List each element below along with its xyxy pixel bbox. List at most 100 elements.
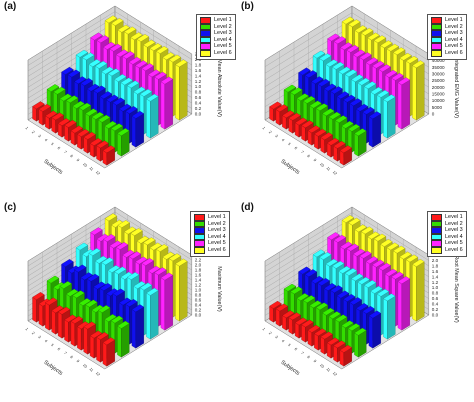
bar-a-level1-s12 [102, 145, 116, 166]
bar-c-level2-s12 [117, 320, 130, 358]
chart-a-svg: 0.00.20.40.60.81.01.21.41.61.82.02.2Mean… [24, 5, 222, 176]
legend-label: Level 4 [445, 233, 463, 240]
legend-item-level-2: Level 2 [194, 221, 226, 228]
subject-tick-label: 11 [325, 166, 331, 172]
legend-item-level-3: Level 3 [431, 30, 463, 37]
z-tick-label: 0.4 [195, 303, 202, 308]
legend-item-level-6: Level 6 [431, 50, 463, 57]
legend-a: Level 1 Level 2 Level 3 Level 4 Level 5 Level… [196, 14, 236, 60]
legend-swatch [194, 233, 205, 241]
legend-swatch [431, 233, 442, 241]
bar-b-level4-s12 [383, 94, 396, 139]
z-tick-label: 0.4 [195, 101, 202, 106]
subject-tick-label: 3 [37, 335, 41, 339]
legend-label: Level 6 [445, 246, 463, 253]
bar-c-level4-s12 [146, 287, 159, 340]
legend-item-level-4: Level 4 [431, 234, 463, 241]
legend-item-level-1: Level 1 [431, 214, 463, 221]
subject-tick-label: 1 [24, 126, 28, 130]
subject-tick-label: 5 [287, 142, 291, 146]
subject-tick-label: 4 [281, 339, 285, 343]
subject-tick-label: 7 [300, 150, 304, 154]
legend-label: Level 1 [208, 214, 226, 220]
z-tick-label: 0 [432, 112, 435, 117]
bar-d-level1-s12 [339, 344, 353, 367]
legend-item-level-1: Level 1 [200, 17, 232, 24]
subject-tick-label: 3 [274, 335, 278, 339]
subject-tick-label: 1 [261, 126, 265, 130]
subject-tick-label: 7 [63, 351, 67, 355]
legend-swatch [194, 220, 205, 228]
z-tick-label: 1.2 [432, 280, 439, 285]
bar-d-level2-s12 [354, 327, 367, 358]
z-tick-label: 1.2 [195, 79, 202, 84]
legend-item-level-3: Level 3 [431, 227, 463, 234]
bar-a-level5-s12 [160, 76, 174, 130]
z-tick-label: 1.0 [432, 285, 439, 290]
bar-a-level4-s12 [146, 93, 159, 139]
subject-tick-label: 7 [300, 351, 304, 355]
z-tick-label: 40000 [432, 58, 445, 63]
legend-label: Level 5 [445, 240, 463, 247]
z-tick-label: 1.8 [195, 268, 202, 273]
bar-d-level3-s12 [368, 310, 382, 349]
panel-label-c: (c) [4, 202, 17, 213]
subject-tick-label: 8 [306, 355, 310, 359]
subject-tick-label: 1 [24, 327, 28, 331]
z-tick-label: 1.4 [195, 278, 202, 283]
z-tick-label: 15000 [432, 92, 445, 97]
bar-c-level1-s12 [102, 337, 116, 367]
subject-tick-label: 2 [268, 331, 272, 335]
subject-tick-label: 8 [306, 154, 310, 158]
legend-item-level-4: Level 4 [194, 234, 226, 241]
x-axis-label: Subjects [42, 159, 63, 176]
legend-item-level-6: Level 6 [194, 247, 226, 254]
bar-b-level5-s12 [397, 77, 411, 130]
bar-d-level6-s12 [412, 259, 425, 322]
legend-swatch [431, 17, 442, 24]
legend-label: Level 6 [445, 49, 463, 56]
subject-tick-label: 7 [63, 150, 67, 154]
legend-swatch [200, 17, 211, 24]
legend-label: Level 5 [208, 240, 226, 247]
z-tick-label: 1.2 [195, 283, 202, 288]
bar-d-level5-s12 [397, 276, 411, 331]
legend-b: Level 1 Level 2 Level 3 Level 4 Level 5 Level… [427, 14, 467, 60]
subject-tick-label: 2 [31, 331, 35, 335]
legend-swatch [431, 240, 442, 247]
subject-tick-label: 8 [69, 154, 73, 158]
legend-d: Level 1 Level 2 Level 3 Level 4 Level 5 Level… [427, 211, 467, 257]
legend-swatch [431, 247, 442, 254]
bar-d-level4-s12 [383, 293, 396, 340]
legend-item-level-2: Level 2 [200, 24, 232, 31]
legend-swatch [194, 214, 205, 221]
legend-item-level-3: Level 3 [194, 227, 226, 234]
panel-c: 0.00.20.40.60.81.01.21.41.61.82.02.22.4M… [0, 201, 237, 402]
subject-tick-label: 12 [332, 371, 338, 377]
legend-label: Level 3 [445, 227, 463, 234]
subject-tick-label: 10 [82, 162, 88, 168]
subject-tick-label: 9 [76, 359, 80, 363]
subject-tick-label: 10 [82, 363, 88, 369]
legend-swatch [431, 36, 442, 44]
legend-label: Level 1 [214, 17, 232, 23]
legend-item-level-2: Level 2 [431, 221, 463, 228]
z-tick-label: 1.6 [195, 68, 202, 73]
panel-label-b: (b) [241, 1, 254, 12]
subject-tick-label: 5 [50, 142, 54, 146]
chart-d-svg: 0.00.20.40.60.81.01.21.41.61.82.02.2Root… [261, 206, 459, 377]
z-tick-label: 1.8 [195, 62, 202, 67]
legend-item-level-3: Level 3 [200, 30, 232, 37]
bar-a-level2-s12 [117, 128, 130, 157]
legend-swatch [200, 36, 211, 44]
subject-tick-label: 2 [31, 130, 35, 134]
subject-tick-label: 3 [37, 134, 41, 138]
legend-item-level-6: Level 6 [200, 50, 232, 57]
panel-d: 0.00.20.40.60.81.01.21.41.61.82.02.2Root… [237, 201, 474, 402]
legend-label: Level 2 [214, 23, 232, 30]
subject-tick-label: 9 [313, 158, 317, 162]
z-tick-label: 0.8 [432, 291, 439, 296]
z-tick-label: 1.0 [195, 84, 202, 89]
legend-item-level-1: Level 1 [431, 17, 463, 24]
subject-tick-label: 10 [319, 162, 325, 168]
